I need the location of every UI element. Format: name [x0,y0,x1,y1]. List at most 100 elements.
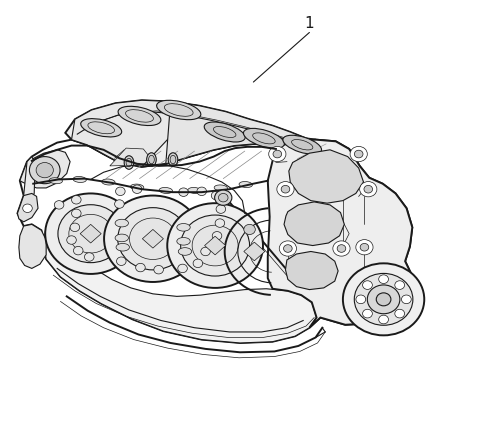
Circle shape [216,205,226,213]
Circle shape [281,185,290,193]
Polygon shape [110,148,150,166]
Circle shape [115,200,124,208]
Text: 1: 1 [305,17,314,31]
Ellipse shape [102,179,115,185]
Polygon shape [80,224,101,243]
Circle shape [179,188,188,196]
Circle shape [192,225,238,266]
Polygon shape [65,100,316,167]
Ellipse shape [156,100,201,120]
Ellipse shape [204,122,245,142]
Circle shape [284,245,292,252]
Circle shape [130,218,176,260]
Circle shape [279,241,297,256]
Circle shape [54,201,64,209]
Circle shape [70,223,80,232]
Circle shape [244,224,255,235]
Polygon shape [17,140,413,343]
Circle shape [277,181,294,197]
Polygon shape [244,242,265,261]
Ellipse shape [118,106,161,125]
Circle shape [343,264,424,335]
Ellipse shape [188,187,201,193]
Circle shape [84,253,94,261]
Ellipse shape [252,133,275,144]
Ellipse shape [115,234,129,242]
Circle shape [45,193,136,274]
Circle shape [367,285,400,314]
Ellipse shape [239,181,252,187]
Polygon shape [72,100,199,167]
Ellipse shape [291,139,313,150]
Ellipse shape [177,238,190,245]
Polygon shape [44,222,317,343]
Circle shape [273,150,282,158]
Circle shape [212,232,222,240]
Ellipse shape [214,127,236,138]
Polygon shape [24,156,35,200]
Circle shape [58,205,123,263]
Circle shape [197,187,206,196]
Ellipse shape [164,104,193,116]
Ellipse shape [124,156,134,169]
Circle shape [69,214,112,253]
Circle shape [395,309,405,318]
Ellipse shape [73,176,86,182]
Circle shape [211,191,221,200]
Polygon shape [286,252,338,289]
Polygon shape [20,150,70,188]
Circle shape [376,293,391,306]
Circle shape [354,273,413,325]
Circle shape [67,236,76,244]
Circle shape [362,309,372,318]
Circle shape [72,209,81,218]
Circle shape [379,275,388,283]
Ellipse shape [170,155,176,164]
Ellipse shape [283,135,322,154]
Circle shape [116,187,125,196]
Ellipse shape [131,184,144,190]
Circle shape [117,257,126,266]
Polygon shape [166,102,360,166]
Polygon shape [204,236,226,255]
Ellipse shape [81,119,121,137]
Circle shape [364,185,372,193]
Ellipse shape [126,110,154,122]
Polygon shape [17,193,38,222]
Circle shape [269,147,286,162]
Ellipse shape [177,224,190,231]
Circle shape [360,244,369,251]
Ellipse shape [149,155,155,164]
Circle shape [178,264,187,273]
Circle shape [72,196,81,204]
Circle shape [354,150,363,158]
Circle shape [23,204,32,212]
Ellipse shape [49,178,62,184]
Circle shape [201,247,210,256]
Circle shape [362,281,372,289]
Circle shape [401,295,411,303]
Circle shape [337,245,346,252]
Circle shape [356,240,373,255]
Circle shape [36,162,53,178]
Circle shape [350,147,367,162]
Ellipse shape [178,248,192,255]
Polygon shape [284,202,344,246]
Polygon shape [19,224,46,269]
Circle shape [132,185,142,193]
Ellipse shape [147,153,156,166]
Polygon shape [143,230,163,248]
Ellipse shape [214,185,228,191]
Circle shape [218,193,228,202]
Ellipse shape [126,158,132,167]
Circle shape [360,181,377,197]
Ellipse shape [88,122,115,134]
Circle shape [193,259,203,268]
Circle shape [379,315,388,324]
Ellipse shape [168,153,178,166]
Polygon shape [289,150,363,203]
Ellipse shape [116,244,130,251]
Ellipse shape [115,219,129,227]
Circle shape [73,246,83,255]
Ellipse shape [243,128,285,148]
